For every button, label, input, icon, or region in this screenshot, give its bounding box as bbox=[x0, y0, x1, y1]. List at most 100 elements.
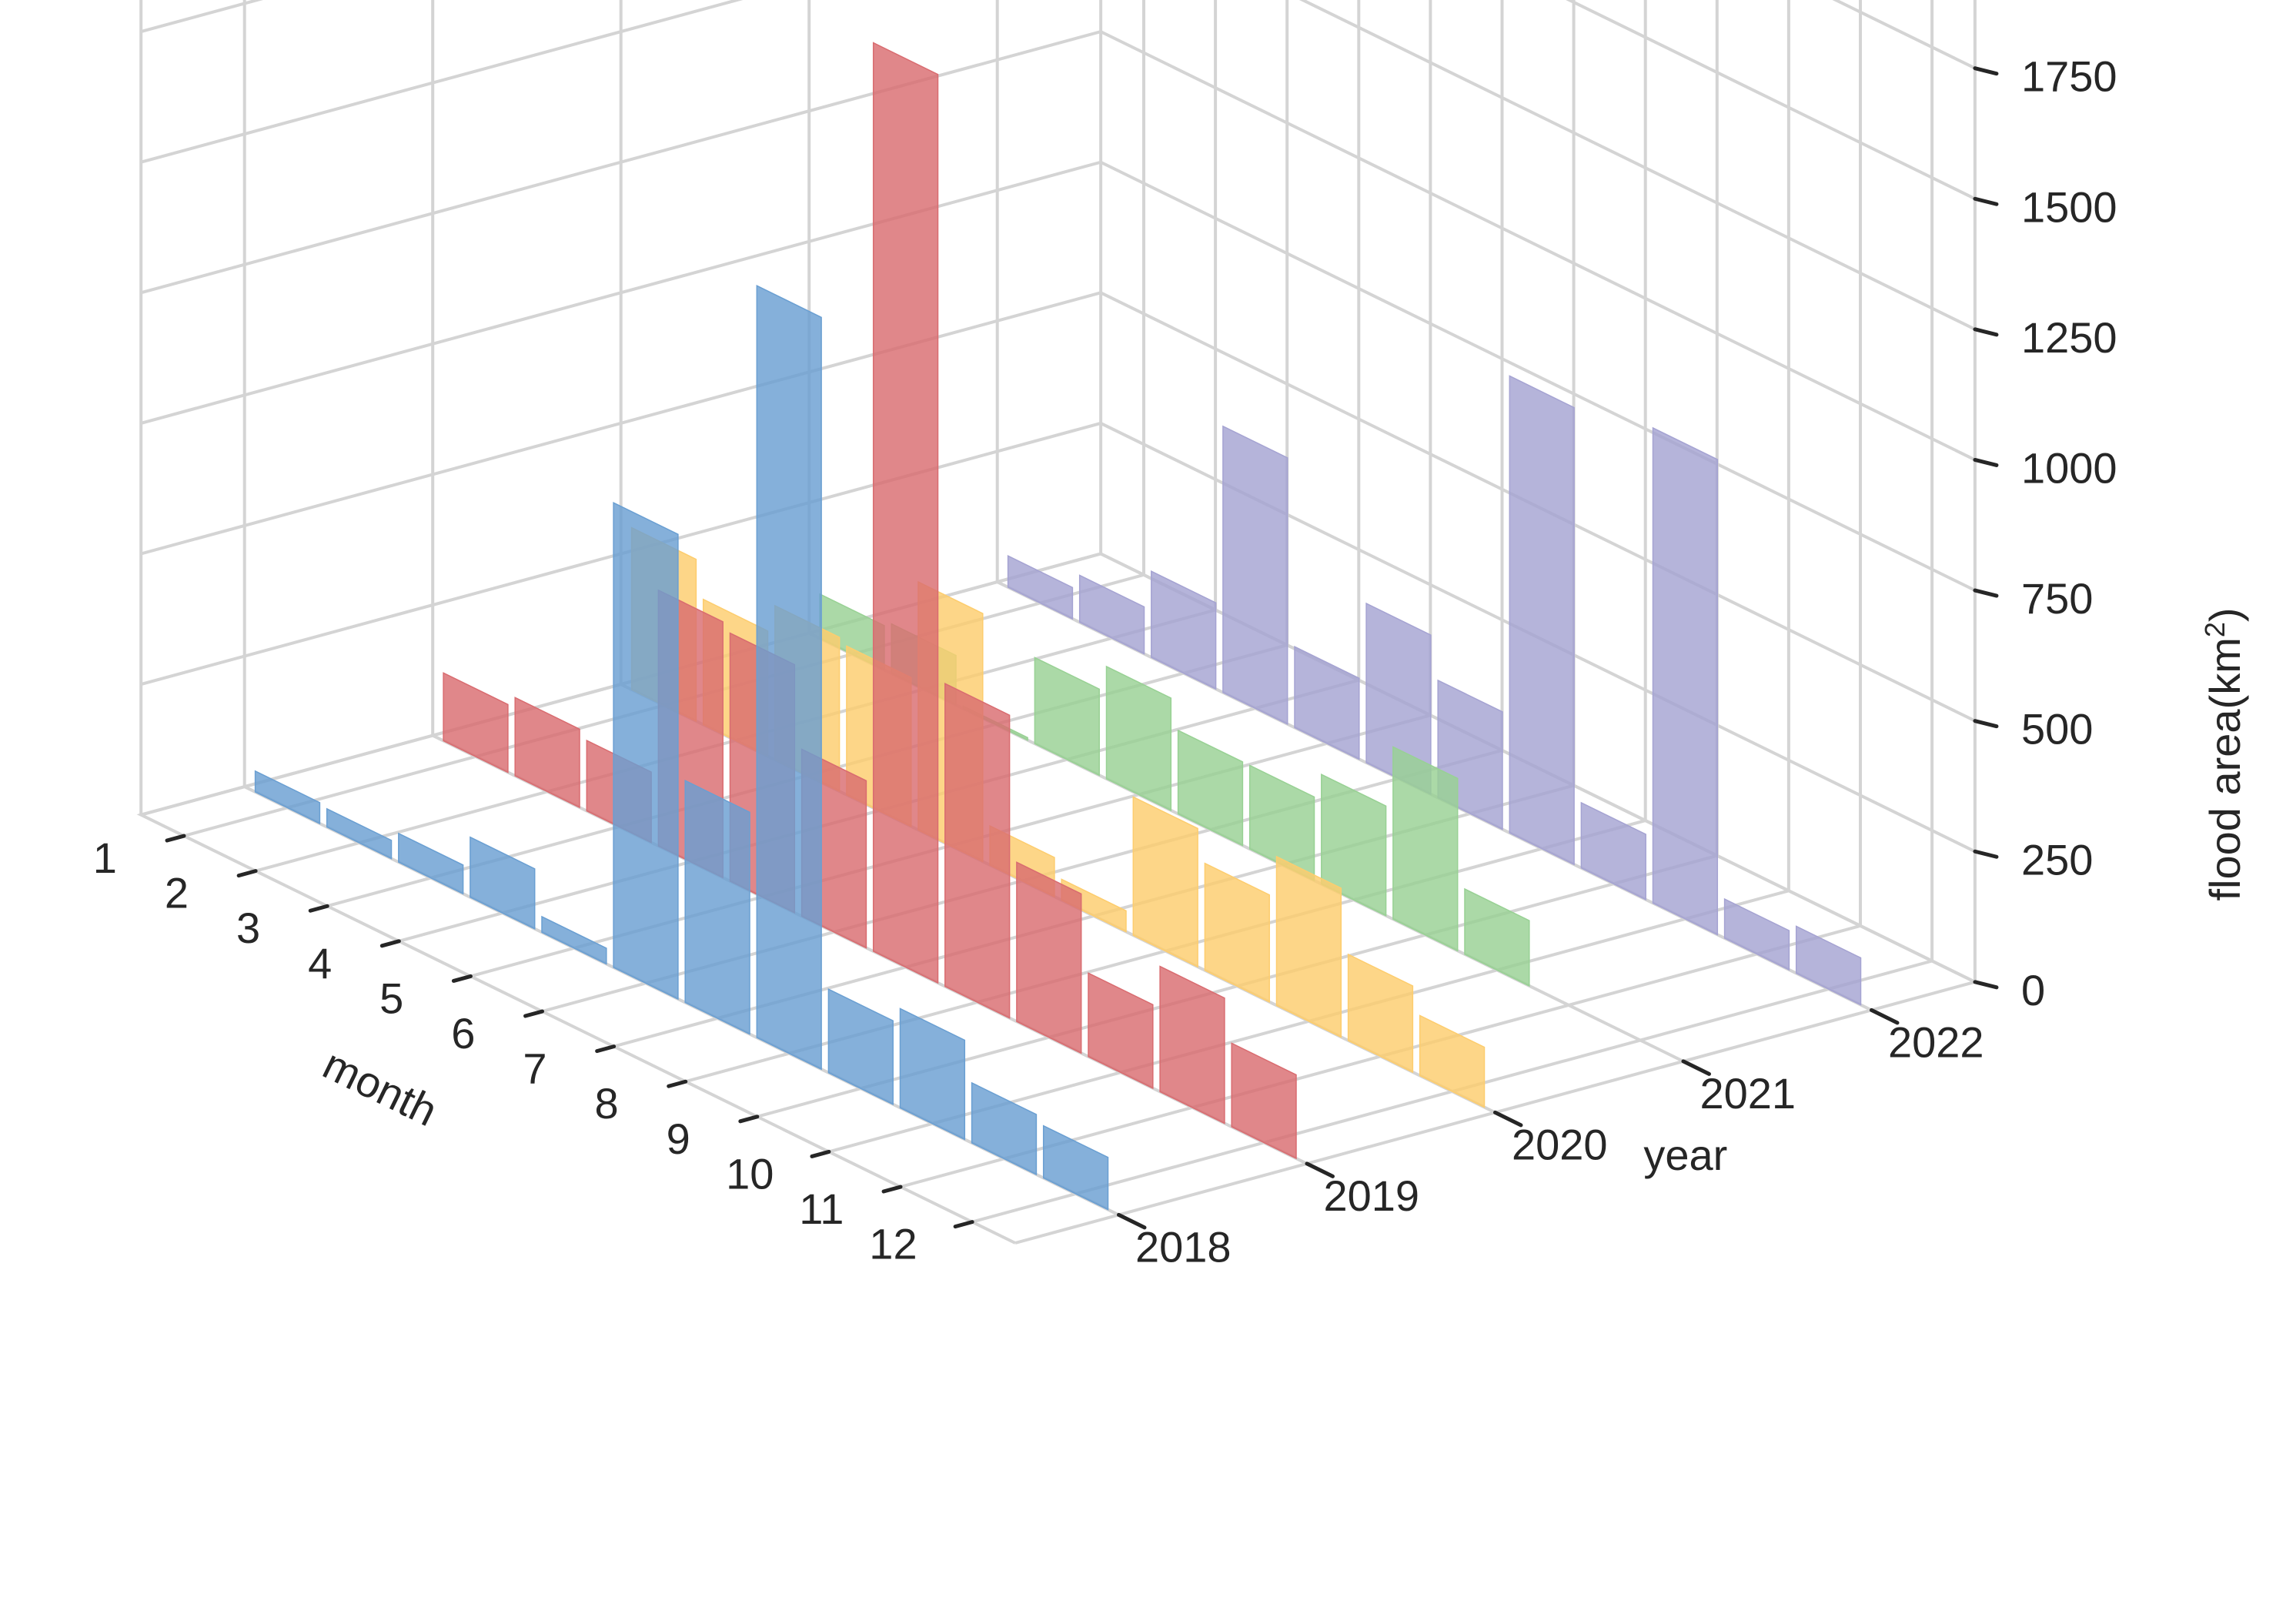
bar-2019-month-1 bbox=[443, 672, 509, 774]
month-tick-mark bbox=[523, 1009, 545, 1018]
month-tick-mark bbox=[953, 1220, 974, 1229]
bar-2018-month-4 bbox=[470, 836, 536, 931]
z-axis-label: flood area(km2) bbox=[2199, 607, 2250, 901]
z-tick-mark bbox=[1973, 980, 1999, 990]
bar-2018-month-8 bbox=[756, 284, 822, 1071]
month-tick-mark bbox=[379, 939, 401, 948]
z-tick-mark bbox=[1973, 66, 1999, 76]
bar-2022-month-10 bbox=[1652, 426, 1719, 936]
bar-2018-month-5 bbox=[541, 915, 607, 965]
z-tick-mark bbox=[1973, 719, 1999, 729]
bar-2021-month-6 bbox=[1177, 729, 1244, 847]
year-tick-label: 2019 bbox=[1323, 1171, 1419, 1220]
month-tick-mark bbox=[595, 1044, 617, 1054]
bar-2022-month-11 bbox=[1723, 897, 1790, 971]
bar-2018-month-10 bbox=[899, 1007, 966, 1141]
bar-2019-month-9 bbox=[1016, 861, 1082, 1054]
z-tick-mark bbox=[1973, 457, 1999, 467]
year-tick-label: 2018 bbox=[1135, 1222, 1232, 1271]
z-tick-label: 250 bbox=[2021, 835, 2093, 884]
month-tick-mark bbox=[308, 904, 329, 913]
z-gridline bbox=[140, 0, 1976, 200]
z-tick-label: 750 bbox=[2021, 574, 2093, 623]
bar-2021-month-8 bbox=[1321, 773, 1387, 917]
bar-2020-month-8 bbox=[1132, 796, 1198, 968]
month-tick-label: 3 bbox=[236, 904, 260, 952]
bar-2018-month-6 bbox=[613, 501, 679, 1001]
bar-2022-month-2 bbox=[1078, 574, 1145, 655]
month-tick-label: 7 bbox=[523, 1044, 546, 1093]
month-tick-label: 11 bbox=[799, 1185, 844, 1233]
bar-2020-month-10 bbox=[1275, 855, 1342, 1038]
year-tick-mark bbox=[1116, 1212, 1147, 1230]
bar-2018-month-11 bbox=[971, 1081, 1038, 1176]
bar-2022-month-12 bbox=[1795, 925, 1862, 1006]
bar-2018-month-1 bbox=[254, 770, 321, 825]
month-tick-mark bbox=[738, 1114, 760, 1124]
year-tick-label: 2021 bbox=[1699, 1069, 1796, 1118]
bar-2022-month-4 bbox=[1222, 425, 1288, 726]
bar-2018-month-12 bbox=[1042, 1124, 1109, 1211]
z-gridline bbox=[140, 0, 1976, 331]
bar-2022-month-9 bbox=[1580, 801, 1646, 901]
y-axis-label: year bbox=[1643, 1131, 1727, 1179]
year-tick-mark bbox=[1305, 1161, 1335, 1178]
month-tick-mark bbox=[236, 869, 258, 878]
month-tick-label: 1 bbox=[93, 834, 117, 882]
wall-edge bbox=[139, 0, 1977, 982]
bar-2018-month-7 bbox=[684, 779, 750, 1035]
chart-bars bbox=[254, 42, 1862, 1211]
bar-2021-month-4 bbox=[1034, 657, 1100, 777]
month-tick-label: 12 bbox=[869, 1220, 917, 1268]
month-tick-label: 8 bbox=[594, 1079, 618, 1128]
bar-2022-month-3 bbox=[1151, 570, 1217, 690]
z-tick-label: 1750 bbox=[2021, 52, 2117, 101]
month-tick-label: 6 bbox=[451, 1009, 475, 1058]
chart-ticks bbox=[165, 66, 1999, 1230]
bar-2019-month-7 bbox=[872, 42, 939, 984]
bar-2022-month-8 bbox=[1509, 375, 1575, 866]
bar-2020-month-12 bbox=[1419, 1014, 1486, 1108]
z-tick-mark bbox=[1973, 196, 1999, 206]
year-tick-label: 2022 bbox=[1888, 1018, 1984, 1066]
month-tick-mark bbox=[810, 1149, 831, 1158]
month-tick-label: 9 bbox=[667, 1114, 690, 1163]
bar-2018-month-9 bbox=[827, 987, 894, 1106]
bar-2018-month-3 bbox=[398, 832, 464, 895]
bar-2021-month-5 bbox=[1105, 665, 1172, 812]
z-tick-mark bbox=[1973, 588, 1999, 598]
year-tick-label: 2020 bbox=[1512, 1120, 1608, 1168]
bar-2019-month-2 bbox=[514, 697, 580, 809]
bar-2019-month-12 bbox=[1231, 1042, 1297, 1160]
z-tick-mark bbox=[1973, 849, 1999, 859]
month-tick-mark bbox=[881, 1185, 903, 1194]
z-tick-label: 0 bbox=[2021, 966, 2045, 1014]
bar-2020-month-9 bbox=[1204, 862, 1270, 1004]
year-tick-mark bbox=[1681, 1059, 1711, 1076]
bar-2019-month-11 bbox=[1159, 965, 1225, 1124]
bar-2022-month-1 bbox=[1007, 554, 1074, 620]
bar-2018-month-2 bbox=[326, 807, 393, 860]
z-tick-mark bbox=[1973, 327, 1999, 337]
x-axis-label: month bbox=[316, 1039, 445, 1135]
bar-2019-month-8 bbox=[944, 682, 1011, 1019]
year-tick-mark bbox=[1869, 1007, 1900, 1025]
month-tick-label: 4 bbox=[308, 939, 332, 987]
month-tick-label: 10 bbox=[726, 1149, 774, 1198]
bar-2019-month-10 bbox=[1088, 972, 1154, 1090]
month-tick-mark bbox=[451, 974, 473, 983]
bar-2021-month-9 bbox=[1392, 746, 1459, 952]
z-tick-label: 1000 bbox=[2021, 443, 2117, 492]
bar-2022-month-5 bbox=[1294, 645, 1360, 760]
year-tick-mark bbox=[1492, 1110, 1523, 1128]
z-tick-label: 500 bbox=[2021, 705, 2093, 754]
month-tick-label: 2 bbox=[165, 869, 189, 917]
month-tick-label: 5 bbox=[379, 974, 403, 1022]
month-tick-mark bbox=[165, 834, 186, 843]
bar-2020-month-11 bbox=[1347, 953, 1414, 1074]
month-tick-mark bbox=[667, 1079, 688, 1088]
z-tick-label: 1250 bbox=[2021, 313, 2117, 362]
